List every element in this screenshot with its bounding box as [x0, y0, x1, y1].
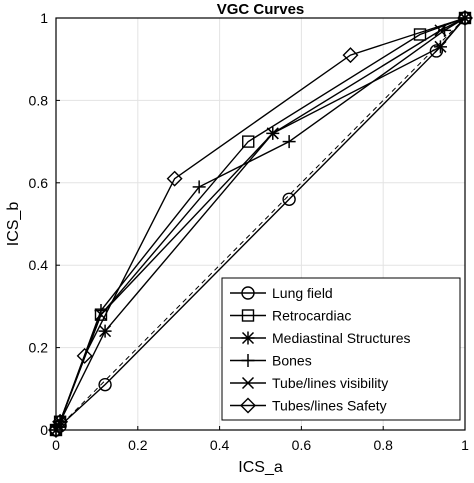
- legend-label: Tubes/lines Safety: [272, 398, 387, 414]
- diagonal-reference-line: [55, 17, 466, 431]
- y-tick-label: 0.8: [29, 92, 49, 108]
- legend-marker-asterisk: [241, 331, 255, 345]
- data-point-diamond: [166, 170, 183, 187]
- legend: Lung field Retrocardiac Mediastinal Struct…: [221, 277, 461, 421]
- legend-marker-square: [241, 309, 255, 322]
- legend-item: Retrocardiac: [230, 308, 351, 324]
- x-tick-label: 0.6: [292, 437, 312, 453]
- legend-marker-asterisk-stroke: [241, 331, 255, 345]
- y-tick-label: 0.4: [29, 257, 49, 273]
- data-point-asterisk-stroke: [434, 40, 447, 53]
- data-point-asterisk: [98, 324, 112, 338]
- x-tick-label: 0.8: [373, 437, 393, 453]
- legend-box: [221, 277, 461, 421]
- legend-item: Tube/lines visibility: [230, 375, 388, 391]
- data-point-circle: [282, 192, 296, 206]
- legend-label: Retrocardiac: [272, 308, 351, 324]
- legend-marker-diamond: [240, 397, 256, 414]
- plot-area-frame: [55, 17, 466, 431]
- data-point-cross: [94, 308, 108, 321]
- legend-marker-circle: [241, 286, 255, 300]
- tick-labels: 0 0.2 0.4 0.6 0.8 1 0 0.2 0.4 0.6 0.8 1: [29, 10, 470, 453]
- legend-label: Mediastinal Structures: [272, 330, 411, 346]
- data-point-asterisk-stroke: [99, 325, 112, 338]
- legend-item: Mediastinal Structures: [230, 330, 411, 346]
- y-axis-label: ICS_b: [5, 202, 22, 247]
- legend-marker-cross: [241, 376, 255, 390]
- series-line: [55, 17, 466, 431]
- x-tick-label: 0: [52, 437, 60, 453]
- data-point-plus: [282, 135, 296, 149]
- legend-label: Lung field: [272, 285, 333, 301]
- y-tick-label: 1: [40, 10, 48, 26]
- data-point-cross-stroke: [266, 127, 279, 140]
- x-tick-label: 0.2: [128, 437, 148, 453]
- data-point-cross: [266, 127, 279, 140]
- data-point-plus: [192, 180, 206, 194]
- data-point-diamond: [342, 47, 359, 64]
- chart-title: VGC Curves: [217, 1, 305, 18]
- data-point-square: [242, 135, 255, 148]
- y-tick-label: 0.2: [29, 340, 49, 356]
- data-point-cross-stroke: [94, 308, 108, 321]
- legend-label: Tube/lines visibility: [272, 375, 388, 391]
- legend-marker-plus: [241, 354, 255, 367]
- legend-item: Lung field: [230, 285, 333, 301]
- data-point-circle: [429, 44, 444, 58]
- legend-label: Bones: [272, 353, 312, 369]
- legend-marker-cross-stroke: [241, 376, 255, 390]
- data-point-diamond: [76, 347, 93, 364]
- x-tick-label: 0.4: [210, 437, 230, 453]
- x-tick-label: 1: [461, 437, 469, 453]
- x-axis-label: ICS_a: [238, 459, 283, 476]
- y-tick-label: 0.6: [29, 175, 49, 191]
- y-tick-label: 0: [40, 422, 48, 438]
- data-point-asterisk: [433, 40, 447, 54]
- legend-item: Bones: [230, 353, 312, 369]
- data-point-cross-stroke: [434, 24, 447, 37]
- data-point-circle: [98, 377, 112, 392]
- legend-item: Tubes/lines Safety: [230, 398, 387, 414]
